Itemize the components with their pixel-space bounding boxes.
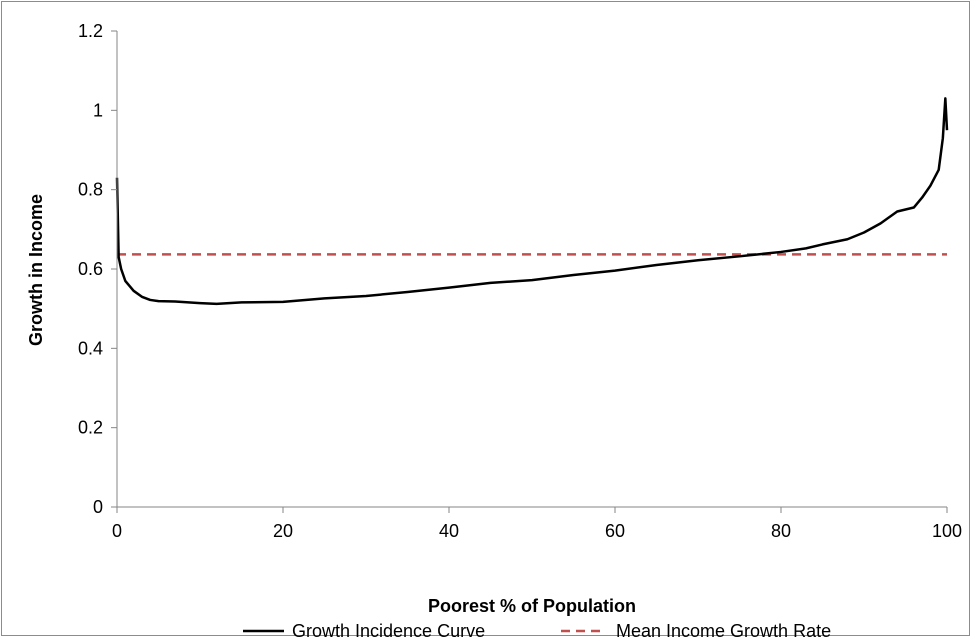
legend-label-growth-incidence-curve: Growth Incidence Curve — [292, 621, 485, 639]
legend-label-mean-income-growth-rate: Mean Income Growth Rate — [616, 621, 831, 639]
x-tick-label: 80 — [771, 521, 791, 541]
series-line-growth-incidence-curve — [115, 97, 949, 306]
y-tick-label: 1 — [93, 100, 103, 120]
x-tick-label: 60 — [605, 521, 625, 541]
x-tick-label: 40 — [439, 521, 459, 541]
y-tick-label: 0.8 — [78, 180, 103, 200]
x-axis-title: Poorest % of Population — [428, 596, 636, 616]
x-tick-label: 20 — [273, 521, 293, 541]
legend: Growth Incidence Curve Mean Income Growt… — [243, 621, 831, 639]
plot-area — [115, 97, 949, 306]
y-tick-label: 0 — [93, 497, 103, 517]
x-tick-label: 100 — [932, 521, 962, 541]
y-tick-label: 0.6 — [78, 259, 103, 279]
y-axis-title: Growth in Income — [26, 194, 46, 346]
y-tick-label: 0.2 — [78, 418, 103, 438]
x-axis-ticks: 0 20 40 60 80 100 — [112, 507, 962, 541]
y-axis-ticks: 0 0.2 0.4 0.6 0.8 1 1.2 — [78, 21, 117, 517]
x-tick-label: 0 — [112, 521, 122, 541]
y-tick-label: 0.4 — [78, 338, 103, 358]
y-tick-label: 1.2 — [78, 21, 103, 41]
